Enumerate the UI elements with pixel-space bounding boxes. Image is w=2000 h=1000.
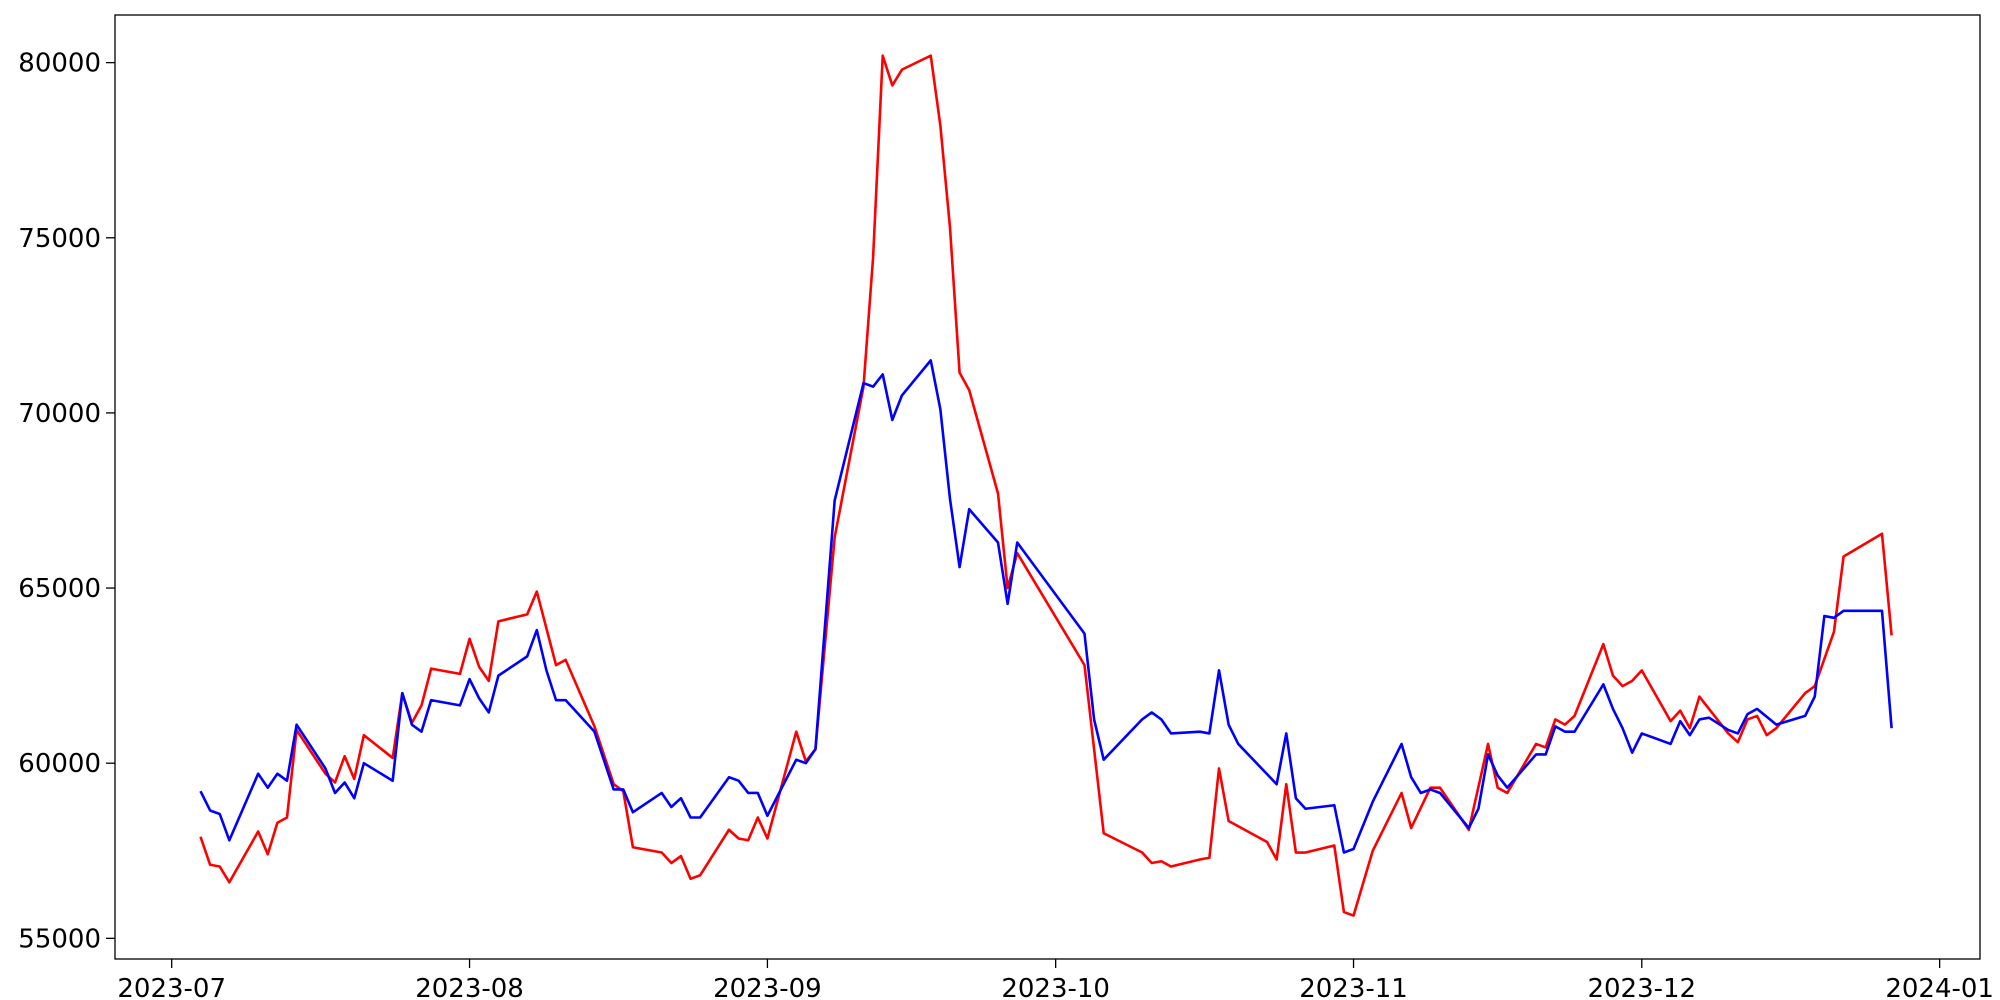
y-tick-label: 70000 — [18, 399, 101, 429]
y-tick-label: 65000 — [18, 574, 101, 604]
x-tick-label: 2024-01 — [1885, 974, 1994, 1000]
y-tick-label: 60000 — [18, 749, 101, 779]
y-tick-label: 55000 — [18, 924, 101, 954]
x-tick-label: 2023-08 — [415, 974, 524, 1000]
series-line — [199, 54, 1893, 917]
x-tick-label: 2023-11 — [1299, 974, 1408, 1000]
x-tick-label: 2023-10 — [1001, 974, 1110, 1000]
plot-frame — [114, 14, 1981, 960]
y-tick-label: 75000 — [18, 224, 101, 254]
x-tick-label: 2023-12 — [1587, 974, 1696, 1000]
series-line — [199, 359, 1893, 854]
x-tick-label: 2023-09 — [713, 974, 822, 1000]
x-tick-label: 2023-07 — [117, 974, 226, 1000]
y-tick-label: 80000 — [18, 49, 101, 79]
